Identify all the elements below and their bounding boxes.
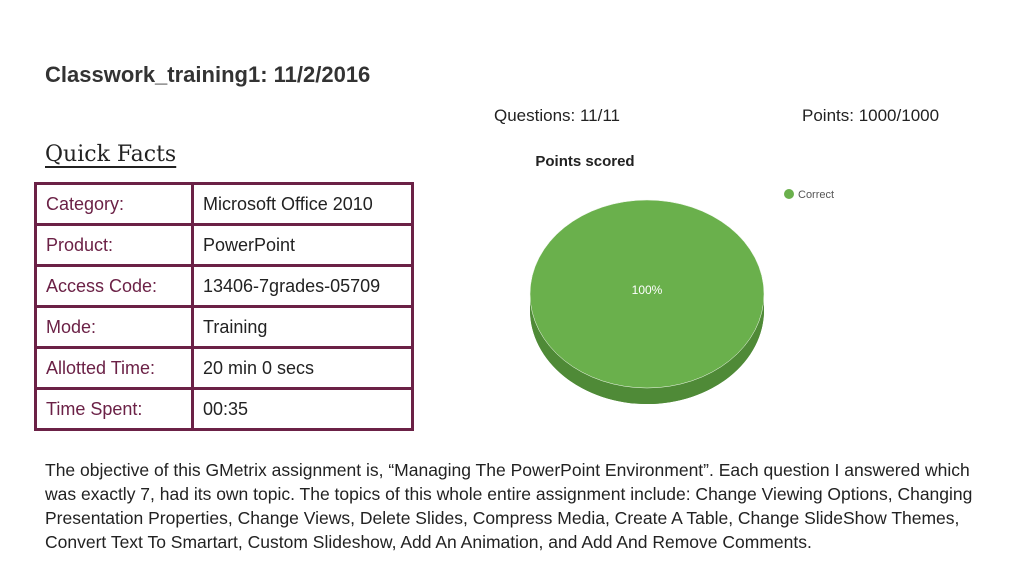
page-title: Classwork_training1: 11/2/2016	[45, 62, 371, 87]
table-row: Allotted Time: 20 min 0 secs	[34, 346, 414, 390]
table-row: Time Spent: 00:35	[34, 387, 414, 431]
fact-label: Mode:	[34, 305, 194, 349]
fact-value: PowerPoint	[191, 223, 414, 267]
fact-label: Product:	[34, 223, 194, 267]
points-total: Points: 1000/1000	[802, 106, 940, 125]
pie-group: 100%	[529, 199, 765, 404]
pie-data-label: 100%	[632, 283, 663, 297]
table-row: Product: PowerPoint	[34, 223, 414, 267]
table-row: Mode: Training	[34, 305, 414, 349]
legend-swatch	[784, 189, 794, 199]
fact-label: Access Code:	[34, 264, 194, 308]
chart-title: Points scored	[535, 153, 634, 170]
pie-slice	[529, 199, 765, 389]
table-row: Category: Microsoft Office 2010	[34, 182, 414, 226]
fact-label: Category:	[34, 182, 194, 226]
table-row: Access Code: 13406-7grades-05709	[34, 264, 414, 308]
fact-value: Microsoft Office 2010	[191, 182, 414, 226]
legend-label: Correct	[798, 189, 834, 201]
fact-label: Time Spent:	[34, 387, 194, 431]
points-pie-chart: Points scored 100% Correct	[529, 153, 834, 404]
fact-value: 00:35	[191, 387, 414, 431]
questions-count: Questions: 11/11	[494, 106, 621, 125]
fact-value: Training	[191, 305, 414, 349]
fact-value: 20 min 0 secs	[191, 346, 414, 390]
fact-label: Allotted Time:	[34, 346, 194, 390]
quick-facts-table: Category: Microsoft Office 2010 Product:…	[34, 182, 414, 431]
quick-facts-heading: Quick Facts	[45, 142, 177, 167]
assignment-description: The objective of this GMetrix assignment…	[45, 460, 973, 552]
fact-value: 13406-7grades-05709	[191, 264, 414, 308]
